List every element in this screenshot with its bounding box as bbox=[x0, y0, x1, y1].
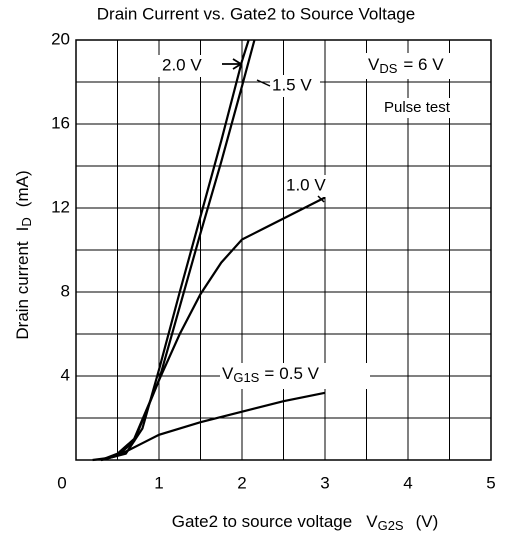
x-tick-label: 5 bbox=[486, 473, 495, 492]
label-part: = bbox=[264, 364, 274, 383]
label-part: G1S bbox=[233, 370, 259, 385]
x-tick-label: 0 bbox=[57, 473, 66, 492]
annotation: Pulse test bbox=[384, 99, 451, 116]
data-line bbox=[100, 39, 256, 462]
data-line bbox=[100, 39, 250, 462]
label-part: 0.5 V bbox=[279, 364, 319, 383]
x-axis-label: Gate2 to source voltage VG2S (V) bbox=[172, 512, 439, 533]
annotation-part: V bbox=[368, 55, 380, 74]
label-leader bbox=[256, 79, 271, 87]
x-tick-label: 3 bbox=[320, 473, 329, 492]
annotation-bg bbox=[378, 98, 478, 118]
label-arrow bbox=[222, 58, 243, 70]
annotation-bg bbox=[362, 53, 486, 79]
x-tick-label: 1 bbox=[154, 473, 163, 492]
annotation-part: DS bbox=[379, 61, 397, 76]
label-bg bbox=[158, 55, 220, 77]
y-tick-label: 8 bbox=[61, 281, 70, 300]
chart-title: Drain Current vs. Gate2 to Source Voltag… bbox=[97, 4, 415, 23]
data-line bbox=[92, 391, 326, 462]
series-label: 1.5 V bbox=[272, 75, 312, 94]
plot-frame bbox=[75, 39, 492, 461]
annotation-part: = 6 V bbox=[403, 55, 444, 74]
label-bg bbox=[270, 75, 320, 97]
label-bg bbox=[220, 363, 370, 389]
y-axis-label: Drain currentID(mA) bbox=[13, 170, 34, 339]
annotation: VDS = 6 V bbox=[368, 55, 444, 76]
label-part: V bbox=[222, 364, 234, 383]
y-tick-label: 16 bbox=[51, 113, 70, 132]
series-label: 1.0 V bbox=[286, 175, 326, 194]
x-tick-label: 4 bbox=[403, 473, 412, 492]
series-label: VG1S = 0.5 V bbox=[222, 364, 320, 385]
label-bg bbox=[284, 175, 334, 197]
y-tick-label: 4 bbox=[61, 365, 70, 384]
label-leader bbox=[317, 195, 325, 203]
y-tick-label: 20 bbox=[51, 29, 70, 48]
data-line bbox=[100, 196, 326, 462]
series-label: 2.0 V bbox=[162, 55, 202, 74]
x-tick-label: 2 bbox=[237, 473, 246, 492]
y-tick-label: 12 bbox=[51, 197, 70, 216]
